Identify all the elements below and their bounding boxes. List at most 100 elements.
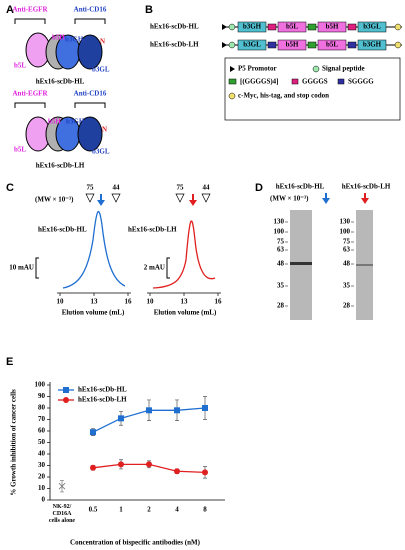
c-axes: 10 13 16 10 13 16	[57, 292, 222, 306]
bracket	[14, 102, 106, 108]
icon	[228, 92, 236, 100]
label: b3GH	[66, 118, 85, 126]
construct-name: hEx16-scDb-LH	[150, 41, 199, 49]
ladder-label: 130	[340, 218, 351, 226]
tick-label: 16	[125, 298, 133, 306]
scale-bar	[166, 257, 170, 279]
construct-name: hEx16-scDb-HL	[150, 23, 199, 31]
y-tick-label: 100	[35, 381, 46, 389]
signal	[228, 23, 236, 31]
linker	[347, 23, 357, 31]
point	[63, 387, 69, 393]
label: hEx16-scDb-HL	[36, 78, 85, 86]
domain-label: b5L	[326, 41, 338, 49]
domain-box	[277, 21, 307, 33]
domain	[77, 34, 103, 70]
tick-label: 13	[181, 298, 189, 306]
icon	[337, 78, 345, 85]
point	[202, 405, 208, 411]
arrow	[97, 194, 105, 206]
y-tick-label: 60	[38, 427, 46, 435]
label: Anti-CD16	[74, 6, 107, 14]
constructs: hEx16-scDb-HL b3GH b5L b5H b3GL hEx16-scDb-LH…	[150, 21, 402, 51]
label: (MW × 10⁻³)	[270, 195, 309, 203]
tag	[394, 41, 402, 49]
y-tick-label: 80	[38, 404, 46, 412]
x-tick-label: 4	[175, 506, 179, 514]
tick-label: 10	[147, 298, 155, 306]
point	[118, 415, 124, 422]
ladder-label: 48	[343, 260, 351, 268]
y-axis-title: % Growth inhibition of cancer cells	[10, 389, 18, 496]
y-tick-label: 50	[38, 438, 46, 446]
panel-label: C	[6, 182, 14, 194]
linker	[347, 41, 357, 49]
legend-text: Signal peptide	[322, 65, 365, 73]
label: 2 mAU	[144, 264, 165, 272]
label: hEx16-scDb-LH	[128, 226, 177, 234]
domain-box	[317, 21, 347, 33]
label: 75	[87, 184, 95, 192]
ladder-label: 63	[277, 246, 285, 254]
ladder-label: 100	[340, 228, 351, 236]
x-axis-title: Concentration of bispecific antibodies (…	[70, 539, 201, 547]
linker	[267, 41, 277, 49]
label: hEx16-scDb-LH	[342, 183, 391, 191]
label: 44	[113, 184, 121, 192]
domain-label: b3GH	[243, 23, 262, 31]
x-tick-label: 2	[147, 506, 151, 514]
axis-title: Elution volume (mL)	[154, 309, 217, 317]
x-tick-label: 8	[203, 506, 207, 514]
point	[174, 407, 180, 414]
axis-title: Elution volume (mL)	[62, 309, 125, 317]
label: Anti-EGFR	[13, 90, 49, 98]
point	[90, 464, 96, 471]
label: hEx16-scDb-HL	[276, 183, 325, 191]
point	[174, 468, 180, 475]
signal	[228, 41, 236, 49]
marker	[85, 193, 211, 203]
domain-label: b5H	[326, 23, 339, 31]
ladder-label: 48	[277, 260, 285, 268]
chromatogram	[152, 220, 216, 289]
point	[63, 397, 69, 403]
domain-box	[357, 21, 387, 33]
icon	[291, 78, 299, 85]
label: Anti-CD16	[74, 90, 107, 98]
linker	[307, 23, 317, 31]
domain-box	[277, 39, 307, 51]
y-tick-label: 90	[38, 392, 46, 400]
ladder-label: 35	[277, 282, 285, 290]
y-tick-label: 70	[38, 415, 46, 423]
tick-label: 13	[91, 298, 99, 306]
legend-label: hEx16-scDb-LH	[78, 396, 127, 404]
label: b5L	[14, 62, 26, 70]
domain	[77, 116, 103, 152]
promoter	[222, 42, 227, 48]
bracket	[14, 18, 106, 24]
icon	[230, 66, 235, 72]
icon	[312, 65, 320, 73]
arrow	[189, 194, 197, 206]
ladder-label: 75	[343, 238, 351, 246]
y-tick-label: 30	[38, 461, 46, 469]
domain-box	[237, 39, 267, 51]
ladder-label: 130	[274, 218, 285, 226]
legend-text: c-Myc, his-tag, and stop codon	[238, 92, 329, 100]
panel-label: D	[255, 182, 263, 194]
label: b5H	[48, 118, 61, 126]
label: hEx16-scDb-HL	[38, 226, 87, 234]
scale-bar	[35, 257, 39, 279]
arrow	[361, 193, 369, 204]
label: b5H	[52, 34, 65, 42]
legend-text: [(GGGGS)4]	[240, 78, 279, 86]
panel-label: E	[6, 356, 13, 368]
ladder-label: 28	[277, 302, 285, 310]
point	[118, 461, 124, 468]
x-tick-label: NK-92/ CD16A cells alone	[48, 504, 76, 524]
legend-text: P5 Promotor	[238, 65, 277, 73]
domain-label: b3GL	[363, 23, 381, 31]
legend-text: GGGGS	[302, 78, 328, 86]
x-tick-label: 1	[119, 506, 123, 514]
